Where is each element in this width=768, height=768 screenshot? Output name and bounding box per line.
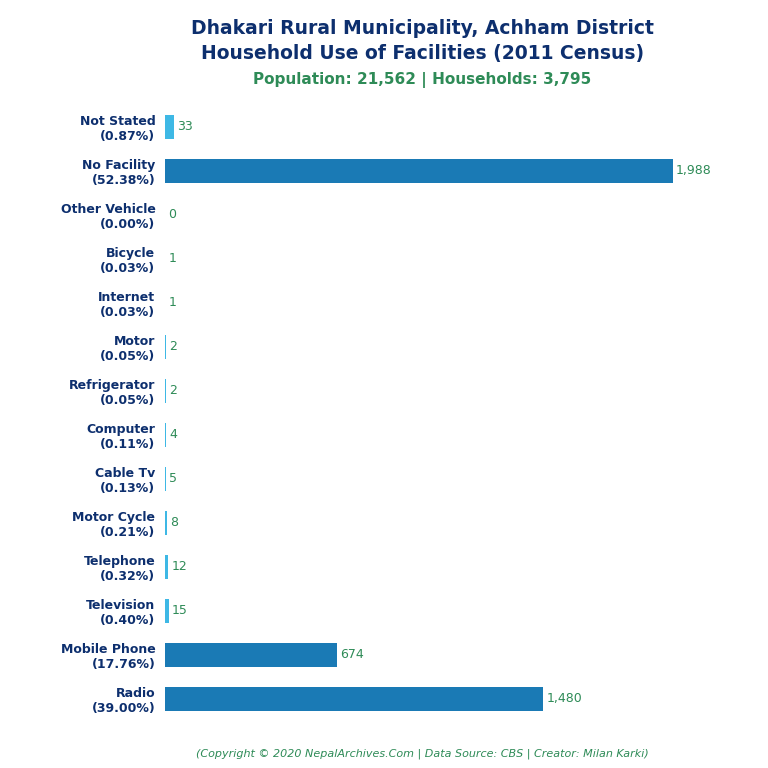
Text: 0: 0 <box>168 208 176 221</box>
Text: 1: 1 <box>168 296 177 310</box>
Text: 1,988: 1,988 <box>676 164 712 177</box>
Text: (Copyright © 2020 NepalArchives.Com | Data Source: CBS | Creator: Milan Karki): (Copyright © 2020 NepalArchives.Com | Da… <box>196 748 649 759</box>
Text: 2: 2 <box>169 340 177 353</box>
Text: Dhakari Rural Municipality, Achham District: Dhakari Rural Municipality, Achham Distr… <box>191 19 654 38</box>
Bar <box>165 159 673 183</box>
Text: 8: 8 <box>170 516 178 529</box>
Bar <box>165 511 167 535</box>
Bar <box>165 114 174 139</box>
Bar <box>165 687 543 711</box>
Text: 12: 12 <box>171 561 187 573</box>
Bar <box>165 554 168 579</box>
Bar <box>165 422 166 447</box>
Text: 15: 15 <box>172 604 188 617</box>
Bar <box>165 467 167 491</box>
Text: 1: 1 <box>168 253 177 265</box>
Text: 674: 674 <box>340 648 364 661</box>
Bar <box>165 599 169 623</box>
Text: 5: 5 <box>170 472 177 485</box>
Text: 1,480: 1,480 <box>546 692 582 705</box>
Text: 33: 33 <box>177 121 192 134</box>
Text: 2: 2 <box>169 384 177 397</box>
Text: 4: 4 <box>169 429 177 442</box>
Text: Population: 21,562 | Households: 3,795: Population: 21,562 | Households: 3,795 <box>253 72 591 88</box>
Text: Household Use of Facilities (2011 Census): Household Use of Facilities (2011 Census… <box>201 44 644 63</box>
Bar <box>165 643 337 667</box>
